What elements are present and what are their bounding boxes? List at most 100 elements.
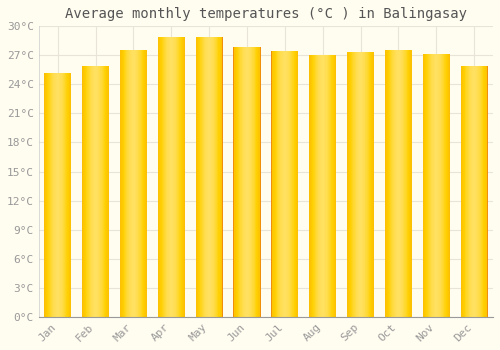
Bar: [47, 73, 48, 317]
Bar: [97, 66, 98, 317]
Bar: [199, 37, 200, 317]
Bar: [294, 51, 295, 317]
Bar: [480, 66, 481, 317]
Bar: [408, 50, 409, 317]
Bar: [167, 37, 168, 317]
Bar: [425, 54, 426, 317]
Bar: [475, 66, 476, 317]
Bar: [255, 47, 256, 317]
Bar: [290, 51, 291, 317]
Bar: [162, 37, 163, 317]
Bar: [245, 47, 246, 317]
Bar: [473, 66, 474, 317]
Bar: [279, 51, 280, 317]
Bar: [48, 73, 49, 317]
Bar: [103, 66, 104, 317]
Bar: [171, 37, 172, 317]
Bar: [325, 55, 326, 317]
Bar: [407, 50, 408, 317]
Bar: [406, 50, 407, 317]
Bar: [477, 66, 478, 317]
Bar: [402, 50, 403, 317]
Bar: [391, 50, 392, 317]
Bar: [88, 66, 89, 317]
Bar: [87, 66, 88, 317]
Bar: [259, 47, 260, 317]
Bar: [62, 73, 63, 317]
Bar: [295, 51, 296, 317]
Bar: [198, 37, 199, 317]
Bar: [121, 50, 122, 317]
Bar: [45, 73, 46, 317]
Bar: [211, 37, 212, 317]
Bar: [405, 50, 406, 317]
Bar: [58, 73, 59, 317]
Bar: [433, 54, 434, 317]
Bar: [393, 50, 394, 317]
Bar: [354, 52, 355, 317]
Bar: [280, 51, 281, 317]
Bar: [175, 37, 176, 317]
Bar: [105, 66, 106, 317]
Bar: [101, 66, 102, 317]
Bar: [92, 66, 93, 317]
Bar: [235, 47, 236, 317]
Bar: [478, 66, 479, 317]
Bar: [448, 54, 449, 317]
Bar: [86, 66, 87, 317]
Bar: [309, 55, 310, 317]
Bar: [145, 50, 146, 317]
Bar: [253, 47, 254, 317]
Bar: [390, 50, 391, 317]
Bar: [328, 55, 330, 317]
Bar: [273, 51, 274, 317]
Bar: [158, 37, 159, 317]
Bar: [483, 66, 484, 317]
Bar: [100, 66, 101, 317]
Bar: [428, 54, 429, 317]
Bar: [439, 54, 440, 317]
Bar: [314, 55, 315, 317]
Bar: [436, 54, 437, 317]
Bar: [173, 37, 174, 317]
Bar: [126, 50, 127, 317]
Bar: [319, 55, 320, 317]
Bar: [351, 52, 352, 317]
Bar: [482, 66, 483, 317]
Bar: [257, 47, 258, 317]
Bar: [67, 73, 68, 317]
Bar: [373, 52, 374, 317]
Bar: [132, 50, 133, 317]
Bar: [140, 50, 141, 317]
Bar: [386, 50, 387, 317]
Bar: [212, 37, 213, 317]
Bar: [128, 50, 129, 317]
Bar: [106, 66, 107, 317]
Bar: [68, 73, 69, 317]
Bar: [289, 51, 290, 317]
Bar: [316, 55, 318, 317]
Bar: [403, 50, 404, 317]
Bar: [409, 50, 410, 317]
Bar: [296, 51, 297, 317]
Bar: [282, 51, 283, 317]
Bar: [370, 52, 371, 317]
Bar: [440, 54, 441, 317]
Bar: [278, 51, 279, 317]
Bar: [209, 37, 210, 317]
Bar: [200, 37, 201, 317]
Bar: [54, 73, 55, 317]
Bar: [65, 73, 66, 317]
Bar: [467, 66, 468, 317]
Bar: [347, 52, 348, 317]
Bar: [99, 66, 100, 317]
Bar: [366, 52, 367, 317]
Bar: [297, 51, 298, 317]
Bar: [142, 50, 144, 317]
Bar: [237, 47, 238, 317]
Bar: [462, 66, 463, 317]
Bar: [46, 73, 47, 317]
Bar: [219, 37, 220, 317]
Bar: [207, 37, 208, 317]
Bar: [476, 66, 477, 317]
